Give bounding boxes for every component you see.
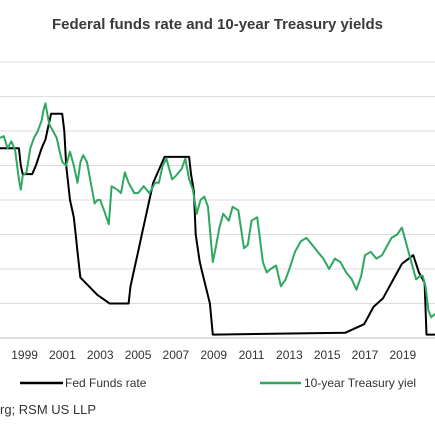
- source-note-wrap: rg; RSM US LLP: [0, 402, 435, 426]
- x-tick-label: 2015: [314, 348, 341, 362]
- x-axis-ticks: 1999 2001 2003 2005 2007 2009 2011 2013 2015 2017…: [11, 348, 416, 362]
- gridlines: [0, 61, 435, 339]
- series-line-fed-funds: [0, 112, 435, 336]
- x-tick-label: 1999: [11, 348, 38, 362]
- x-tick-label: 2013: [276, 348, 303, 362]
- chart-title: Federal funds rate and 10-year Treasury …: [52, 16, 383, 33]
- x-tick-label: 2001: [49, 348, 76, 362]
- legend-label-treasury: 10-year Treasury yiel: [304, 376, 416, 390]
- x-tick-label: 2005: [125, 348, 152, 362]
- series-lines: [0, 102, 435, 336]
- legend-label-fed-funds: Fed Funds rate: [65, 376, 147, 390]
- x-tick-label: 2019: [389, 348, 416, 362]
- x-tick-label: 2017: [352, 348, 379, 362]
- x-tick-label: 2007: [163, 348, 190, 362]
- legend: Fed Funds rate 10-year Treasury yiel: [20, 376, 416, 390]
- x-tick-label: 2009: [200, 348, 227, 362]
- x-tick-label: 2011: [239, 348, 265, 362]
- series-line-treasury: [0, 102, 435, 319]
- source-note: rg; RSM US LLP: [0, 402, 97, 417]
- x-tick-label: 2003: [87, 348, 114, 362]
